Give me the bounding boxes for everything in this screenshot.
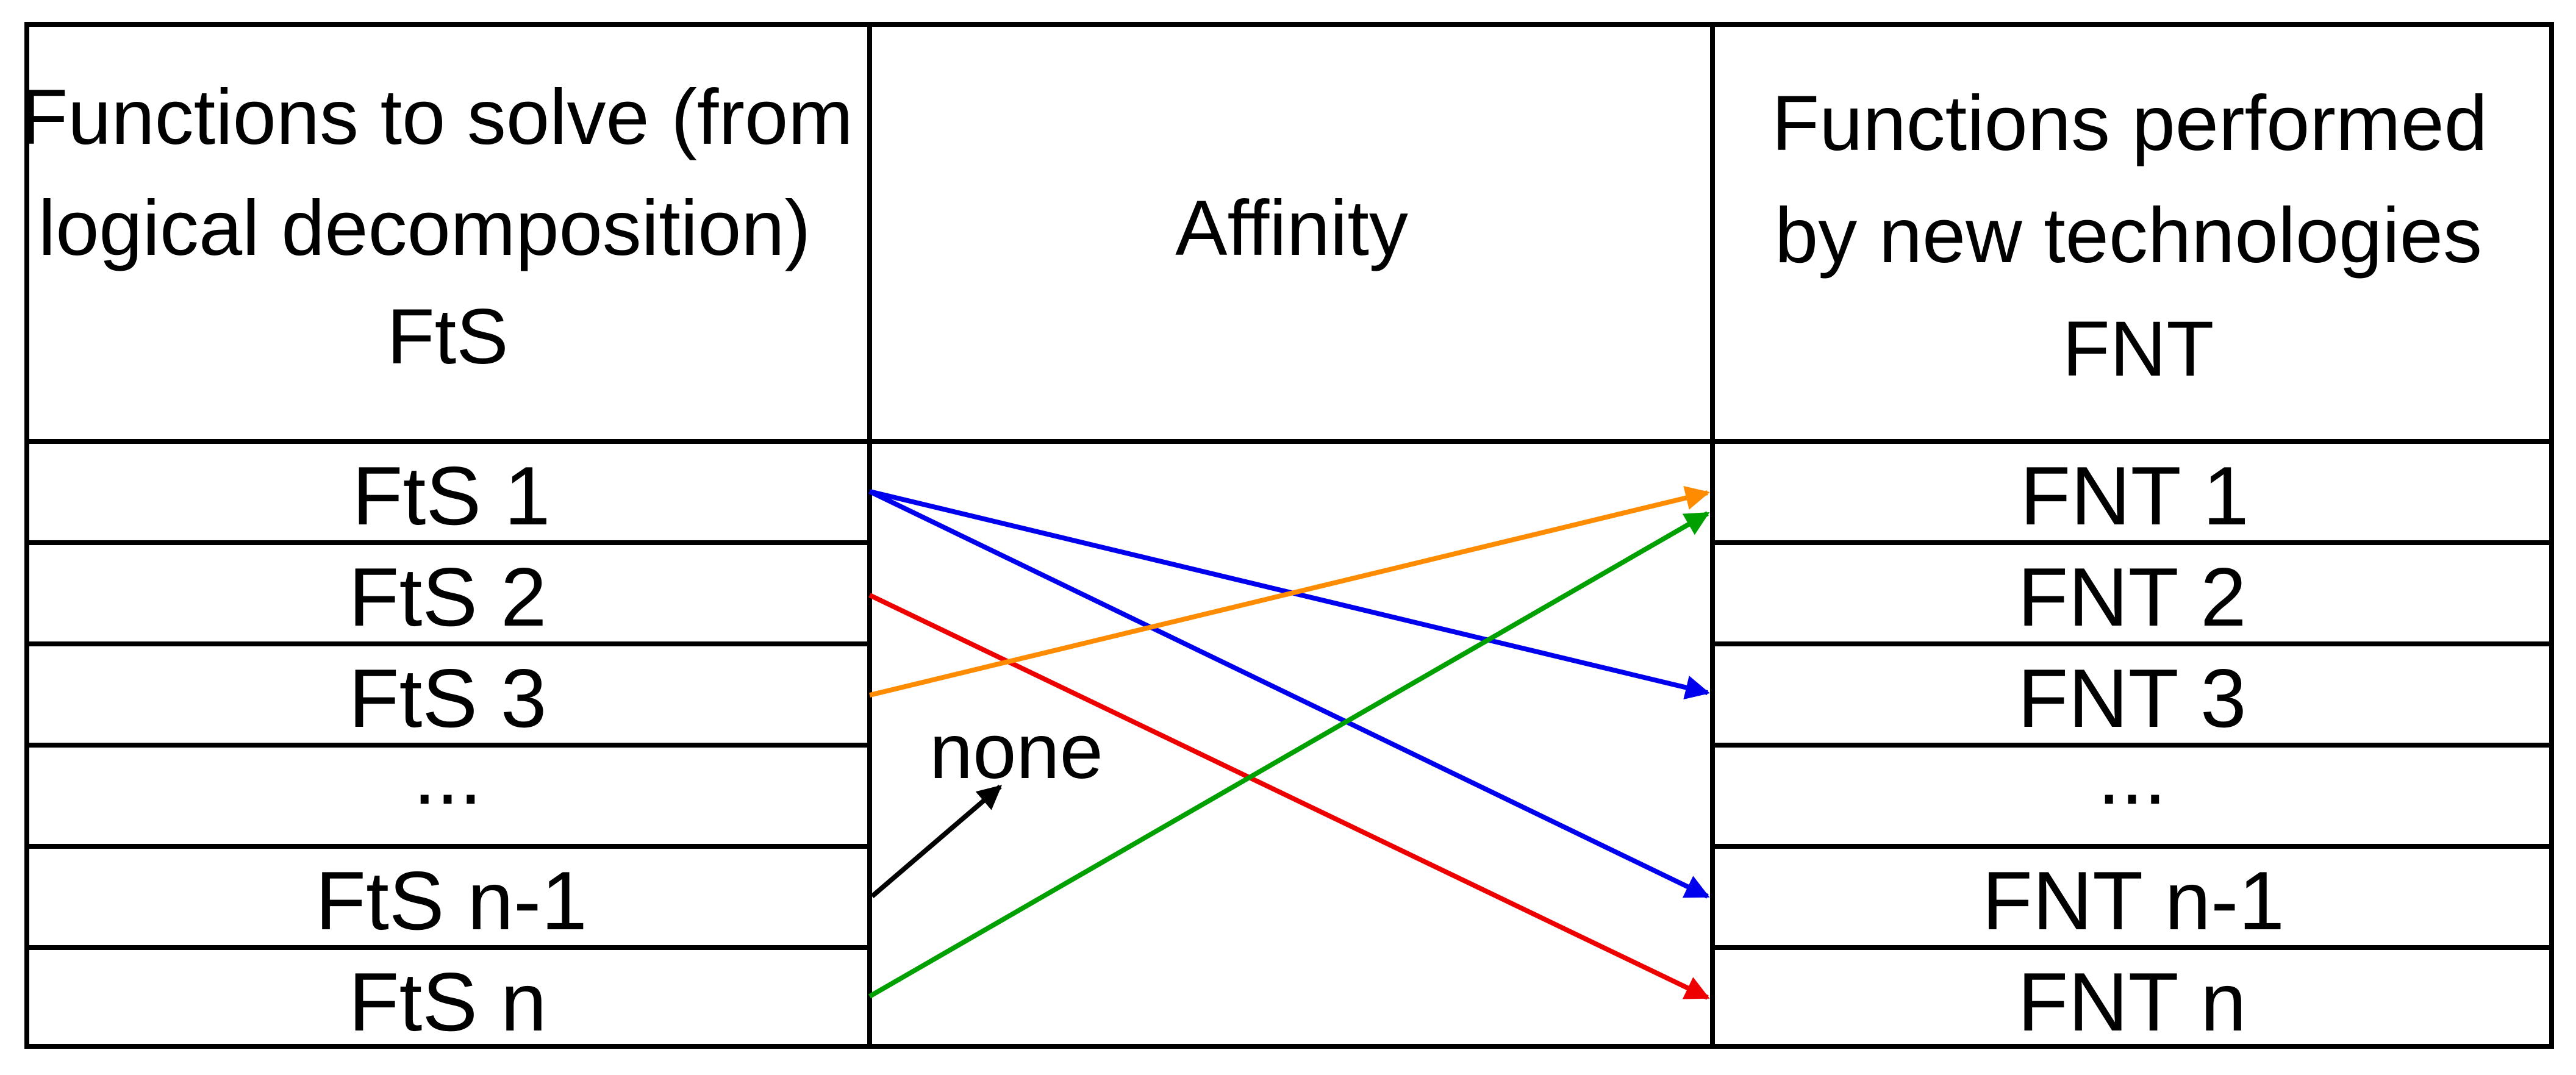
- right-rows: FNT 1 FNT 2 FNT 3 ... FNT n-1 FNT n: [1982, 449, 2284, 1048]
- header-middle: Affinity: [1175, 185, 1408, 272]
- arrow-ftsn-to-fnt1: [868, 511, 1710, 999]
- left-row-fts-2: FtS 2: [349, 551, 547, 643]
- affinity-arrows: [868, 486, 1710, 1000]
- right-row-ellipsis: ...: [2097, 729, 2166, 821]
- left-rows: FtS 1 FtS 2 FtS 3 ... FtS n-1 FtS n: [315, 449, 587, 1048]
- left-row-fts-n: FtS n: [349, 955, 547, 1048]
- right-row-fnt-1: FNT 1: [2020, 449, 2249, 542]
- arrow-fts2-to-fntn: [868, 593, 1710, 1000]
- left-row-fts-3: FtS 3: [349, 652, 547, 745]
- table-outer-border: [24, 22, 2554, 1049]
- header-right: Functions performed by new technologies …: [1772, 80, 2488, 393]
- arrow-fts1-to-fntn-1: [868, 489, 1710, 899]
- header-left: Functions to solve (from logical decompo…: [20, 74, 853, 380]
- left-row-fts-1: FtS 1: [352, 449, 551, 542]
- header-left-line-3: FtS: [387, 293, 508, 380]
- none-label: none: [929, 708, 1103, 795]
- header-right-line-2: by new technologies: [1775, 192, 2482, 279]
- header-right-line-1: Functions performed: [1772, 80, 2488, 167]
- right-row-fnt-n: FNT n: [2017, 955, 2246, 1048]
- table-grid: [24, 22, 2554, 1049]
- arrow-ftsn-1-to-none: [870, 784, 1003, 899]
- header-left-line-2: logical decomposition): [38, 185, 810, 272]
- arrow-fts3-to-fnt1: [869, 486, 1710, 698]
- header-left-line-1: Functions to solve (from: [20, 74, 853, 161]
- left-row-ellipsis: ...: [413, 729, 482, 821]
- left-row-fts-n-1: FtS n-1: [315, 854, 587, 947]
- right-row-fnt-3: FNT 3: [2017, 652, 2246, 745]
- header-right-line-3: FNT: [2063, 305, 2214, 393]
- right-row-fnt-n-1: FNT n-1: [1982, 854, 2284, 947]
- right-row-fnt-2: FNT 2: [2017, 551, 2246, 643]
